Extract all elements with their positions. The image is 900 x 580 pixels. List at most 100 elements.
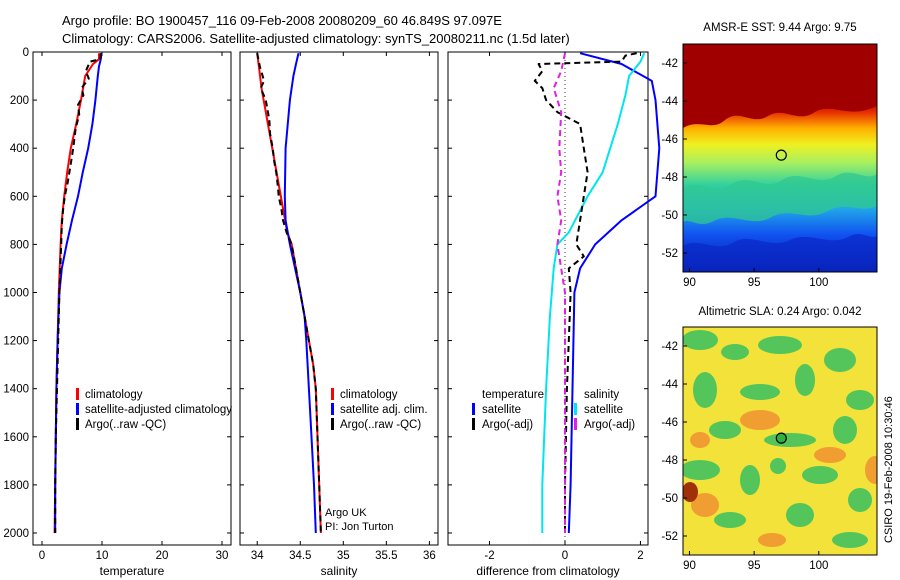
difference-series-line <box>533 52 637 533</box>
temperature-ytick-label: 1200 <box>3 336 29 348</box>
difference-legend-label: Argo(-adj) <box>482 419 533 431</box>
credit-line1: Argo UK <box>325 507 367 519</box>
sla-green-patch <box>740 465 760 495</box>
sla_map-xtick-label: 100 <box>809 560 828 572</box>
temperature-panel-frame <box>32 51 232 546</box>
sla-argo-location-marker <box>775 432 787 444</box>
sst_map-xtick-label: 100 <box>809 277 828 289</box>
sla-green-patch <box>824 348 856 372</box>
salinity-xlabel: salinity <box>321 564 358 578</box>
sla-map-title: Altimetric SLA: 0.24 Argo: 0.042 <box>698 306 861 318</box>
credit-line2: PI: Jon Turton <box>325 521 393 533</box>
difference-legend-swatch <box>472 403 475 415</box>
difference-legend-swatch <box>574 403 577 415</box>
sla-green-patch <box>846 390 874 410</box>
salinity-legend-label: satellite adj. clim. <box>340 404 428 416</box>
difference-panel-frame <box>447 51 649 546</box>
temperature-legend-label: climatology <box>85 389 143 401</box>
difference-xtick-label: -2 <box>484 550 494 562</box>
temperature-xtick-label: 0 <box>39 550 45 562</box>
temperature-ytick-label: 1000 <box>3 287 29 299</box>
sst-map-axes: 90 95 100 -42 -44 -46 -48 -50 -52 <box>661 58 828 289</box>
sst-front-red <box>683 44 877 128</box>
sst-map-title: AMSR-E SST: 9.44 Argo: 9.75 <box>703 22 856 34</box>
salinity-series-line <box>283 52 317 534</box>
difference-legend-swatch <box>574 418 577 430</box>
sst-map-frame <box>682 43 878 273</box>
sst_map-ytick-label: -44 <box>661 96 678 108</box>
sla_map-ytick-label: -42 <box>661 341 678 353</box>
salinity-series-line <box>256 53 322 534</box>
sst_map-ytick-label: -46 <box>661 134 678 146</box>
difference-legend-label: Argo(-adj) <box>584 419 635 431</box>
sla-green-patch <box>683 330 718 350</box>
temperature-legend-swatch <box>76 388 79 400</box>
temperature-legend-label: satellite-adjusted climatology <box>85 404 232 416</box>
difference-chart: -2 0 2 difference from climatology temperatu… <box>448 51 661 578</box>
sla_map-xtick-label: 95 <box>748 560 761 572</box>
temperature-xlabel: temperature <box>100 564 165 578</box>
sla-green-patch <box>795 364 815 396</box>
salinity-xtick-label: 34.5 <box>289 550 311 562</box>
salinity-legend-swatch <box>331 403 334 415</box>
sla-green-patch <box>740 384 780 400</box>
difference-xlabel: difference from climatology <box>476 564 619 578</box>
salinity-series-line <box>256 53 322 534</box>
sla-green-patch <box>802 466 838 484</box>
temperature-ytick-label: 2000 <box>3 528 29 540</box>
salinity-xtick-label: 35 <box>337 550 350 562</box>
figure-title-line1: Argo profile: BO 1900457_116 09-Feb-2008… <box>62 13 502 28</box>
sla-green-patch <box>764 433 816 447</box>
sst-map <box>683 44 877 272</box>
difference-legend-swatch <box>472 418 475 430</box>
temperature-ytick-label: 1600 <box>3 432 29 444</box>
sla_map-xtick-label: 90 <box>683 560 696 572</box>
sla-orange-patch <box>758 533 786 547</box>
difference-series-line <box>541 52 646 533</box>
sla-green-patch <box>709 421 741 439</box>
sst_map-ytick-label: -50 <box>661 210 678 222</box>
sst-green-band <box>683 172 877 224</box>
salinity-xtick-label: 35.5 <box>375 550 397 562</box>
temperature-xtick-label: 20 <box>156 550 169 562</box>
salinity-panel-frame <box>239 51 439 546</box>
salinity-legend-label: Argo(..raw -QC) <box>340 419 421 431</box>
sla-orange-patch <box>865 456 877 484</box>
sla-green-patch <box>693 372 717 408</box>
sst-blue-patches <box>683 234 877 272</box>
sla-green-patch <box>683 460 720 480</box>
difference-legend-label: satellite <box>584 404 623 416</box>
difference-legend-label: satellite <box>482 404 521 416</box>
temperature-ytick-label: 400 <box>10 143 29 155</box>
sla-map-axes: 90 95 100 -42 -44 -46 -48 -50 -52 <box>661 341 828 572</box>
salinity-xtick-label: 36 <box>423 550 436 562</box>
sla_map-ytick-label: -48 <box>661 455 678 467</box>
sla-green-patch <box>721 344 749 360</box>
sla-green-patch <box>770 458 786 474</box>
temperature-ytick-label: 1400 <box>3 384 29 396</box>
temperature-chart: 0 10 20 30 0 200 400 600 800 1000 1200 1400 1600 1800… <box>3 47 232 578</box>
sla-green-patch <box>833 416 857 444</box>
sla-green-patch <box>714 512 746 528</box>
difference-series-line <box>552 52 566 533</box>
sst_map-xtick-label: 95 <box>748 277 761 289</box>
difference-xtick-label: 2 <box>637 550 643 562</box>
salinity-legend-swatch <box>331 388 334 400</box>
temperature-legend-label: Argo(..raw -QC) <box>85 419 166 431</box>
sla-green-patch <box>832 532 868 548</box>
sla-anomaly-blobs <box>683 330 877 548</box>
sla-orange-patch <box>690 432 710 448</box>
temperature-ytick-label: 200 <box>10 95 29 107</box>
temperature-legend-swatch <box>76 403 79 415</box>
temperature-ytick-label: 600 <box>10 191 29 203</box>
difference-xtick-label: 0 <box>562 550 568 562</box>
sst_map-ytick-label: -48 <box>661 172 678 184</box>
sla_map-ytick-label: -46 <box>661 417 678 429</box>
sla-map-frame <box>682 326 878 556</box>
temperature-ytick-label: 0 <box>23 47 29 59</box>
sla-dark-patch <box>683 482 698 502</box>
salinity-legend-label: climatology <box>340 389 398 401</box>
sla-orange-patch <box>814 447 846 463</box>
sst_map-xtick-label: 90 <box>683 277 696 289</box>
